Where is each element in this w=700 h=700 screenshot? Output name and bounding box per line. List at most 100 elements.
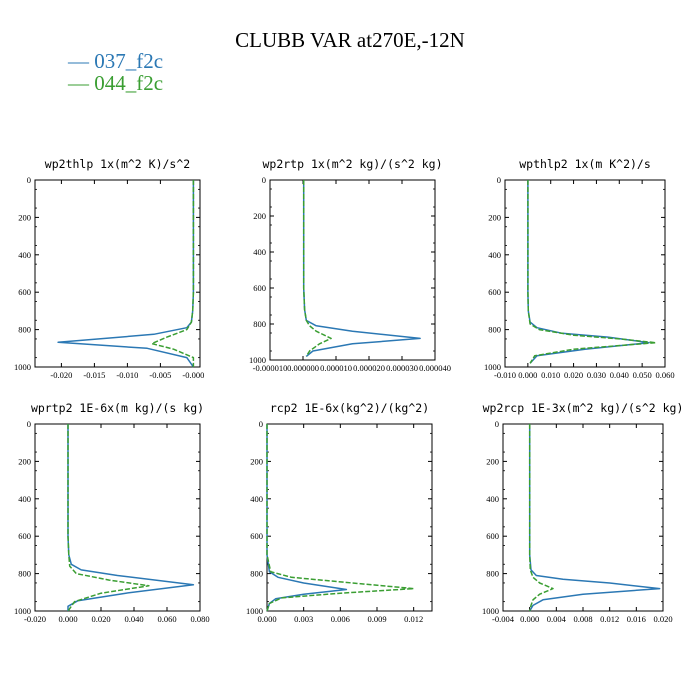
x-tick-label: -0.000010 (253, 363, 288, 373)
x-tick-label: 0.008 (573, 614, 592, 624)
series-line-037-f2c (528, 424, 661, 612)
chart-panel-2: wp2rtp 1x(m^2 kg)/(s^2 kg) 0 200 400 600 800 1… (249, 157, 451, 373)
x-tick-label: 0.000 (520, 614, 539, 624)
legend-entry-037: — 037_f2c (68, 49, 163, 74)
y-tick-label: 400 (253, 247, 266, 257)
y-tick-label: 0 (27, 175, 31, 185)
x-tick-label: 0.000020 (353, 363, 385, 373)
y-tick-label: 600 (253, 283, 266, 293)
x-tick-label: 0.012 (600, 614, 619, 624)
y-tick-label: 0 (497, 175, 501, 185)
y-tick-label: 400 (488, 250, 501, 260)
x-tick-label: 0.050 (633, 370, 652, 380)
plot-frame (34, 179, 201, 368)
y-tick-label: 0 (259, 419, 263, 429)
chart-title: wp2rcp 1E-3x(m^2 kg)/(s^2 kg) (483, 401, 684, 415)
x-tick-label: 0.000040 (419, 363, 451, 373)
y-tick-label: 200 (18, 456, 31, 466)
plot-frame (504, 179, 666, 368)
y-tick-label: 1000 (14, 606, 31, 616)
y-tick-label: 1000 (249, 355, 266, 365)
y-tick-label: 600 (18, 531, 31, 541)
x-tick-label: 0.080 (190, 614, 209, 624)
x-tick-label: 0.040 (124, 614, 143, 624)
x-tick-label: 0.020 (653, 614, 672, 624)
y-tick-label: 1000 (482, 606, 499, 616)
chart-panel-1: wp2thlp 1x(m^2 K)/s^2 0 200 400 600 800 1000 -0… (14, 157, 204, 380)
y-tick-label: 200 (250, 456, 263, 466)
x-tick-label: 0.000 (58, 614, 77, 624)
x-tick-label: 0.000 (518, 370, 537, 380)
figure-title: CLUBB VAR at270E,-12N (235, 28, 465, 52)
x-tick-label: 0.020 (91, 614, 110, 624)
series-line-044-f2c (67, 424, 150, 612)
legend-label-044: 044_f2c (94, 71, 164, 95)
x-tick-label: 0.000 (257, 614, 276, 624)
x-tick-label: 0.000030 (386, 363, 418, 373)
series-line-037-f2c (266, 424, 348, 612)
series-line-044-f2c (302, 180, 332, 357)
y-tick-label: 600 (250, 531, 263, 541)
chart-panel-5: rcp2 1E-6x(kg^2)/(kg^2) 0 200 400 600 800 1000… (246, 401, 433, 624)
y-tick-label: 0 (495, 419, 499, 429)
y-tick-label: 1000 (14, 362, 31, 372)
x-tick-label: -0.005 (149, 370, 171, 380)
plot-frame (34, 423, 201, 612)
y-tick-label: 400 (18, 250, 31, 260)
legend-line-044: — (68, 71, 95, 95)
x-tick-label: 0.030 (587, 370, 606, 380)
x-tick-label: 0.000000 (287, 363, 319, 373)
y-tick-label: 200 (488, 212, 501, 222)
y-tick-label: 400 (486, 494, 499, 504)
y-tick-label: 1000 (484, 362, 501, 372)
series-line-037-f2c (57, 180, 195, 368)
x-tick-label: 0.016 (627, 614, 646, 624)
y-tick-label: 0 (262, 175, 266, 185)
x-tick-label: 0.012 (404, 614, 423, 624)
y-tick-label: 200 (253, 211, 266, 221)
chart-title: wpthlp2 1x(m K^2)/s (519, 157, 651, 171)
y-tick-label: 400 (250, 494, 263, 504)
plot-frame (502, 423, 664, 612)
plot-frame (269, 179, 436, 361)
y-tick-label: 800 (486, 569, 499, 579)
chart-title: wp2rtp 1x(m^2 kg)/(s^2 kg) (262, 157, 442, 171)
legend-line-037: — (68, 49, 95, 73)
x-tick-label: -0.020 (50, 370, 72, 380)
x-tick-label: 0.010 (541, 370, 560, 380)
x-tick-label: -0.004 (492, 614, 515, 624)
x-tick-label: -0.010 (494, 370, 516, 380)
y-tick-label: 600 (486, 531, 499, 541)
x-tick-label: -0.020 (24, 614, 46, 624)
chart-title: rcp2 1E-6x(kg^2)/(kg^2) (270, 401, 429, 415)
legend-label-037: 037_f2c (94, 49, 164, 73)
y-tick-label: 600 (18, 287, 31, 297)
x-tick-label: -0.000 (182, 370, 204, 380)
y-tick-label: 800 (253, 319, 266, 329)
x-tick-label: 0.020 (564, 370, 583, 380)
chart-panel-4: wprtp2 1E-6x(m kg)/(s kg)0 200 400 600 800 10… (14, 401, 210, 624)
series-line-037-f2c (302, 180, 421, 357)
x-tick-label: 0.003 (294, 614, 313, 624)
chart-panel-6: wp2rcp 1E-3x(m^2 kg)/(s^2 kg) 0 200 400 600 8… (482, 401, 683, 624)
y-tick-label: 800 (488, 325, 501, 335)
x-tick-label: 0.000010 (320, 363, 352, 373)
y-tick-label: 0 (27, 419, 31, 429)
series-line-044-f2c (266, 424, 415, 612)
y-tick-label: 800 (250, 569, 263, 579)
x-tick-label: 0.060 (655, 370, 674, 380)
x-tick-label: 0.060 (157, 614, 176, 624)
y-tick-label: 400 (18, 494, 31, 504)
series-line-044-f2c (527, 180, 657, 364)
x-tick-label: 0.004 (547, 614, 567, 624)
chart-panel-3: wpthlp2 1x(m K^2)/s 0 200 400 600 800 1000-0.0… (484, 157, 675, 380)
y-tick-label: 1000 (246, 606, 263, 616)
y-tick-label: 800 (18, 325, 31, 335)
chart-title: wp2thlp 1x(m^2 K)/s^2 (45, 157, 190, 171)
y-tick-label: 200 (18, 212, 31, 222)
y-tick-label: 600 (488, 287, 501, 297)
x-tick-label: -0.015 (83, 370, 105, 380)
y-tick-label: 800 (18, 569, 31, 579)
x-tick-label: -0.010 (116, 370, 138, 380)
